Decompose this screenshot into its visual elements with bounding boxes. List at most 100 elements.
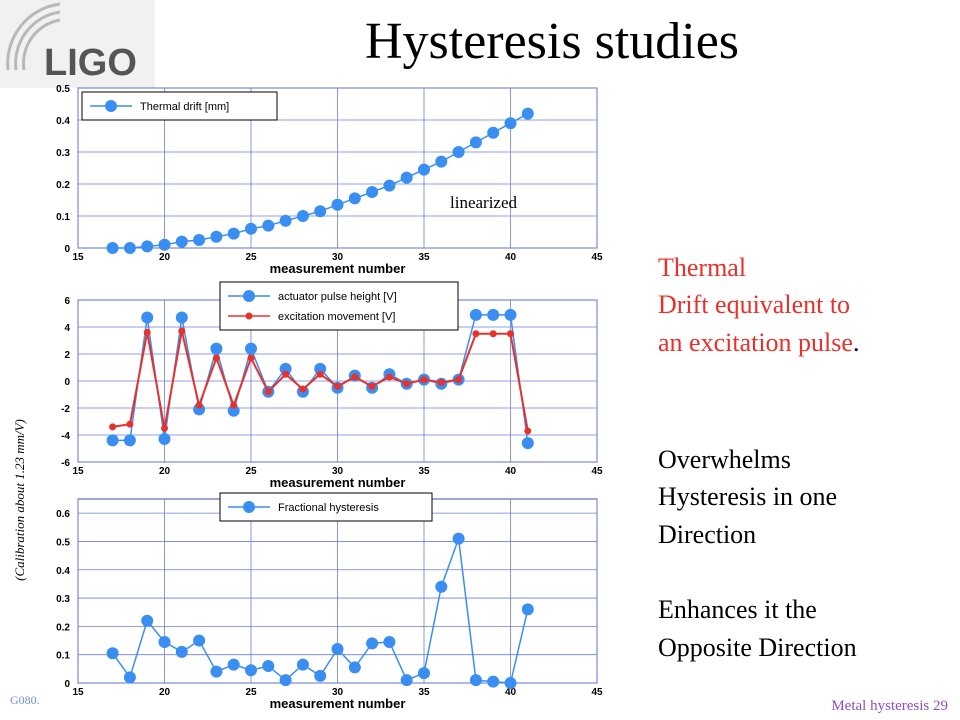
- data-point: [245, 222, 257, 235]
- y-tick-label: 0.1: [56, 212, 70, 223]
- data-point: [472, 330, 480, 338]
- data-point: [212, 354, 220, 362]
- y-tick-label: 0: [64, 377, 70, 388]
- y-tick-label: 0.2: [56, 622, 70, 633]
- y-tick-label: 0: [64, 244, 70, 255]
- y-tick-label: -4: [61, 431, 70, 442]
- note-line: an excitation pulse.: [658, 328, 859, 357]
- data-point: [314, 362, 327, 375]
- x-tick-label: 35: [418, 252, 430, 263]
- notes: Thermal Drift equivalent to an excitation …: [658, 253, 859, 662]
- data-point: [245, 664, 257, 677]
- x-tick-label: 30: [332, 687, 344, 698]
- data-point: [452, 532, 465, 545]
- y-tick-label: -2: [61, 404, 70, 415]
- data-point: [158, 433, 171, 446]
- data-point: [279, 214, 292, 227]
- data-point: [487, 675, 500, 688]
- data-point: [469, 674, 482, 687]
- x-tick-label: 40: [505, 466, 517, 477]
- y-tick-label: 0.6: [56, 509, 70, 520]
- x-tick-label: 35: [418, 687, 430, 698]
- data-point: [452, 146, 465, 158]
- data-point: [487, 308, 500, 321]
- note-line: Direction: [658, 520, 756, 549]
- data-point: [106, 647, 119, 660]
- data-point: [455, 376, 463, 384]
- data-point: [279, 362, 292, 375]
- data-point: [504, 308, 517, 321]
- data-point: [158, 238, 171, 251]
- x-tick-label: 15: [72, 687, 84, 698]
- data-point: [175, 235, 188, 248]
- logo-arc: [14, 10, 61, 71]
- y-tick-label: 4: [64, 323, 70, 334]
- data-point: [106, 242, 119, 254]
- data-point: [279, 674, 292, 687]
- data-point: [368, 382, 376, 390]
- calibration-note: (Calibration about 1.23 mm/V): [12, 419, 27, 581]
- legend-marker: [105, 100, 117, 112]
- y-tick-label: 0.1: [56, 651, 70, 662]
- note-line: Hysteresis in one: [658, 482, 837, 511]
- data-point: [316, 370, 324, 378]
- note-line: Drift equivalent to: [658, 290, 850, 319]
- data-point: [418, 667, 430, 680]
- footer-left: G080.: [10, 693, 40, 707]
- y-tick-label: 6: [64, 296, 70, 307]
- chart: 0 0.1 0.2 0.3 0.4 0.5 15 20 25 30 35 40 45 measuremen…: [56, 84, 603, 276]
- x-tick-label: 35: [418, 466, 430, 477]
- data-point: [123, 242, 136, 254]
- legend-marker: [243, 501, 255, 513]
- footer-right: Metal hysteresis 29: [831, 698, 948, 714]
- x-tick-label: 20: [159, 687, 171, 698]
- data-point: [296, 210, 309, 222]
- data-point: [230, 401, 238, 409]
- y-tick-label: 0.4: [56, 116, 70, 127]
- data-point: [227, 227, 240, 240]
- legend-marker: [245, 312, 253, 320]
- slide-title: Hysteresis studies: [365, 13, 739, 70]
- data-point: [507, 330, 514, 338]
- data-point: [141, 311, 154, 324]
- data-point: [123, 671, 136, 684]
- data-point: [123, 434, 136, 447]
- data-point: [141, 240, 154, 253]
- x-tick-label: 40: [505, 687, 517, 698]
- data-point: [403, 380, 411, 388]
- x-tick-label: 20: [159, 252, 171, 263]
- data-point: [245, 342, 257, 355]
- y-tick-label: 0.4: [56, 566, 70, 577]
- data-point: [400, 674, 413, 687]
- data-point: [437, 378, 445, 386]
- x-tick-label: 25: [245, 252, 257, 263]
- data-point: [178, 327, 186, 335]
- data-point: [469, 308, 482, 321]
- data-point: [334, 382, 341, 390]
- legend-marker: [243, 290, 255, 302]
- data-point: [366, 186, 379, 198]
- note-line: Enhances it the: [658, 595, 817, 624]
- data-point: [383, 635, 396, 648]
- y-tick-label: 0: [64, 679, 70, 690]
- logo-bg: [0, 0, 155, 88]
- x-axis-label: measurement number: [270, 475, 406, 490]
- data-point: [348, 192, 361, 205]
- x-tick-label: 30: [332, 252, 344, 263]
- data-point: [143, 328, 151, 336]
- data-point: [227, 404, 240, 417]
- data-point: [227, 658, 240, 671]
- charts: 00.10.20.30.40.515 20 25 30 35 40 45measuremen…: [56, 84, 603, 711]
- x-tick-label: 45: [591, 466, 603, 477]
- y-tick-label: 0.3: [56, 148, 70, 159]
- data-point: [348, 661, 361, 674]
- data-point: [126, 420, 134, 428]
- data-point: [175, 645, 188, 658]
- logo-text: LIGO: [44, 42, 137, 84]
- data-point: [195, 401, 203, 409]
- x-axis-label: measurement number: [270, 261, 406, 276]
- x-tick-label: 25: [245, 687, 257, 698]
- data-point: [524, 427, 532, 435]
- data-point: [282, 370, 290, 378]
